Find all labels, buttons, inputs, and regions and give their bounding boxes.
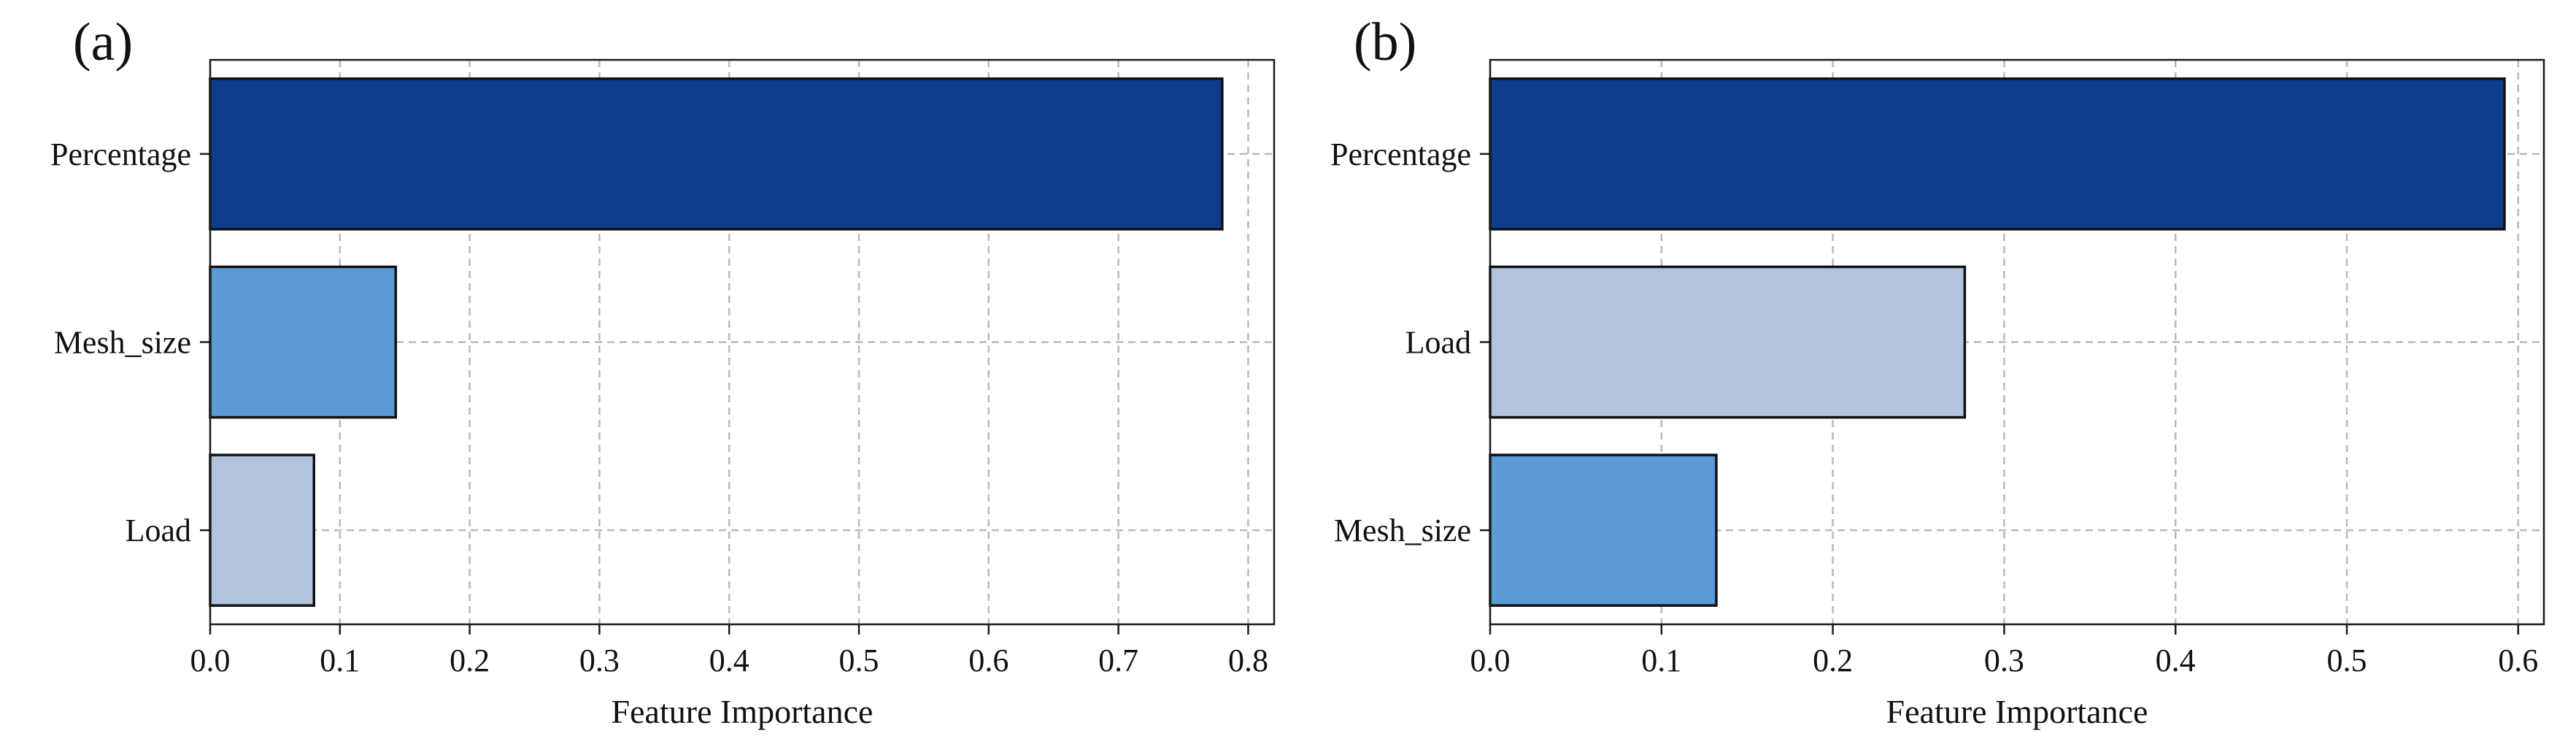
x-tick-label: 0.6 <box>2498 643 2538 678</box>
x-tick-label: 0.1 <box>320 643 360 678</box>
y-tick-label: Mesh_size <box>54 325 191 361</box>
x-axis-title: Feature Importance <box>1886 693 2148 730</box>
bar-load <box>209 453 315 607</box>
y-tick-label: Mesh_size <box>1334 513 1471 548</box>
x-tick-label: 0.7 <box>1098 643 1138 678</box>
bar-percentage <box>209 77 1224 231</box>
y-tick-label: Load <box>1405 325 1471 361</box>
x-tick-label: 0.8 <box>1228 643 1268 678</box>
x-tick-label: 0.5 <box>839 643 879 678</box>
x-tick-label: 0.3 <box>579 643 620 678</box>
x-tick-label: 0.1 <box>1641 643 1681 678</box>
bar-mesh-size <box>209 265 398 419</box>
x-tick-label: 0.5 <box>2326 643 2367 678</box>
x-tick-label: 0.2 <box>1813 643 1853 678</box>
bar-load <box>1489 265 1967 419</box>
x-tick-label: 0.3 <box>1984 643 2024 678</box>
bar-percentage <box>1489 77 2506 231</box>
panel-a: (a) 0.0 0.1 0.2 0.3 0.4 0.5 0.6 0.7 0.8 Percentage… <box>50 12 1276 730</box>
y-tick-label: Load <box>126 513 191 548</box>
x-tick-label: 0.4 <box>709 643 749 678</box>
x-tick-label: 0.4 <box>2156 643 2196 678</box>
x-tick-label: 0.0 <box>190 643 231 678</box>
panel-b: (b) 0.0 0.1 0.2 0.3 0.4 0.5 0.6 Percentage Load Me… <box>1330 12 2545 730</box>
x-axis-title: Feature Importance <box>612 693 874 730</box>
x-tick-label: 0.2 <box>450 643 490 678</box>
y-tick-label: Percentage <box>50 137 191 172</box>
y-tick-label: Percentage <box>1330 137 1471 172</box>
x-tick-label: 0.6 <box>968 643 1009 678</box>
x-tick-label: 0.0 <box>1470 643 1511 678</box>
bar-mesh-size <box>1489 453 1718 607</box>
panel-label-b: (b) <box>1354 12 1416 72</box>
panel-label-a: (a) <box>73 12 133 72</box>
